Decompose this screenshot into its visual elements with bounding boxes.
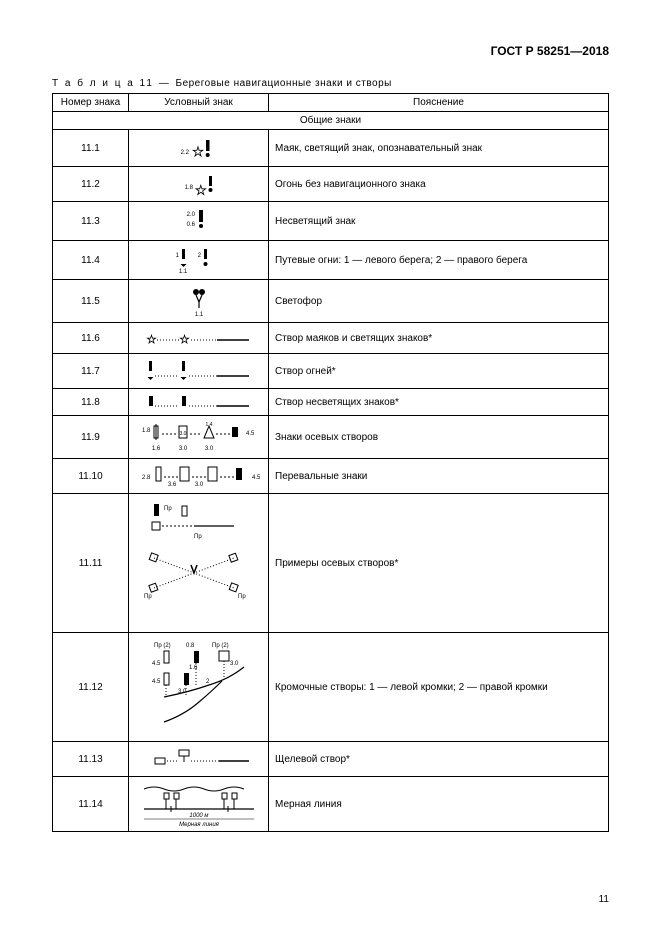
- svg-text:1.1: 1.1: [194, 312, 203, 318]
- table-row: 11.11 Пр Пр: [53, 494, 609, 633]
- document-id: ГОСТ Р 58251—2018: [52, 44, 609, 58]
- svg-text:3.0: 3.0: [194, 482, 203, 488]
- table-row: 11.14: [53, 777, 609, 832]
- svg-text:3.0: 3.0: [204, 446, 213, 452]
- table-row: 11.9 1.8 3.0 1.4 4.5: [53, 416, 609, 459]
- svg-text:1.1: 1.1: [178, 269, 187, 275]
- col-symbol: Условный знак: [129, 94, 269, 112]
- svg-text:1: 1: [175, 253, 179, 259]
- section-title: Общие знаки: [53, 112, 609, 130]
- svg-text:4.5: 4.5: [246, 431, 255, 437]
- table-row: 11.3 2.0 0.6 Несветящий знак: [53, 202, 609, 241]
- svg-text:4.5: 4.5: [152, 679, 161, 685]
- svg-text:Пр: Пр: [144, 594, 152, 600]
- symbol-11-14: 1000 м Мерная линия: [129, 777, 269, 832]
- table-row: 11.1 2.2 Маяк, светящий знак, опознавате…: [53, 130, 609, 167]
- svg-text:Мерная линия: Мерная линия: [179, 822, 220, 827]
- svg-text:0.6: 0.6: [186, 222, 195, 228]
- svg-text:2.8: 2.8: [142, 475, 151, 481]
- svg-text:4.5: 4.5: [152, 661, 161, 667]
- col-description: Пояснение: [269, 94, 609, 112]
- svg-text:3.0: 3.0: [178, 446, 187, 452]
- table-row: 11.2 1.8 Огонь без навигационного знака: [53, 167, 609, 202]
- svg-text:Пр: Пр: [238, 594, 246, 600]
- symbol-11-8: [129, 389, 269, 416]
- symbol-11-12: Пр (2) 0.8 Пр (2) 4.5 1.6 3.0 4.5 3.0 2: [129, 633, 269, 742]
- svg-text:1000 м: 1000 м: [189, 813, 208, 819]
- table-row: 11.8 Створ несветящих знаков*: [53, 389, 609, 416]
- table-row: 11.13 Щелевой створ*: [53, 742, 609, 777]
- svg-text:2: 2: [206, 679, 210, 685]
- svg-text:2: 2: [197, 253, 201, 259]
- symbol-11-4: 1 1.1 2: [129, 241, 269, 280]
- svg-text:1.6: 1.6: [151, 446, 160, 452]
- svg-text:3.0: 3.0: [179, 431, 186, 437]
- svg-text:3.6: 3.6: [167, 482, 176, 488]
- table-row: 11.10 2.8 3.6 3.0 4.5: [53, 459, 609, 494]
- svg-text:1.6: 1.6: [189, 665, 198, 671]
- symbol-11-10: 2.8 3.6 3.0 4.5: [129, 459, 269, 494]
- symbol-11-1: 2.2: [129, 130, 269, 167]
- svg-text:1.4: 1.4: [205, 422, 212, 428]
- svg-text:2.2: 2.2: [180, 150, 189, 156]
- signs-table: Номер знака Условный знак Пояснение Общи…: [52, 93, 609, 832]
- table-caption: Т а б л и ц а 11 — Береговые навигационн…: [52, 78, 609, 89]
- svg-text:Пр (2): Пр (2): [154, 643, 171, 649]
- svg-text:1.8: 1.8: [142, 428, 151, 434]
- svg-text:Пр (2): Пр (2): [212, 643, 229, 649]
- symbol-11-6: [129, 323, 269, 354]
- symbol-11-3: 2.0 0.6: [129, 202, 269, 241]
- svg-text:0.8: 0.8: [186, 643, 195, 649]
- table-row: 11.12 Пр (2) 0.8 Пр (2) 4.5 1.6 3.0: [53, 633, 609, 742]
- svg-text:1.8: 1.8: [184, 185, 193, 191]
- symbol-11-2: 1.8: [129, 167, 269, 202]
- table-row: 11.7 Створ огней*: [53, 354, 609, 389]
- symbol-11-9: 1.8 3.0 1.4 4.5 1.6 3.0: [129, 416, 269, 459]
- symbol-11-5: 1.1: [129, 280, 269, 323]
- table-row: 11.4 1 1.1 2 Путевые огни: 1 — левого бе…: [53, 241, 609, 280]
- table-row: 11.6 Створ маяков и светящих знаков*: [53, 323, 609, 354]
- symbol-11-13: [129, 742, 269, 777]
- symbol-11-11: Пр Пр: [129, 494, 269, 633]
- svg-text:4.5: 4.5: [252, 475, 261, 481]
- symbol-11-7: [129, 354, 269, 389]
- table-row: 11.5 1.1 Светофор: [53, 280, 609, 323]
- page-number: 11: [599, 894, 609, 905]
- col-number: Номер знака: [53, 94, 129, 112]
- svg-text:Пр: Пр: [164, 506, 172, 512]
- svg-text:3.0: 3.0: [230, 661, 239, 667]
- svg-text:Пр: Пр: [194, 534, 202, 540]
- svg-text:2.0: 2.0: [186, 212, 195, 218]
